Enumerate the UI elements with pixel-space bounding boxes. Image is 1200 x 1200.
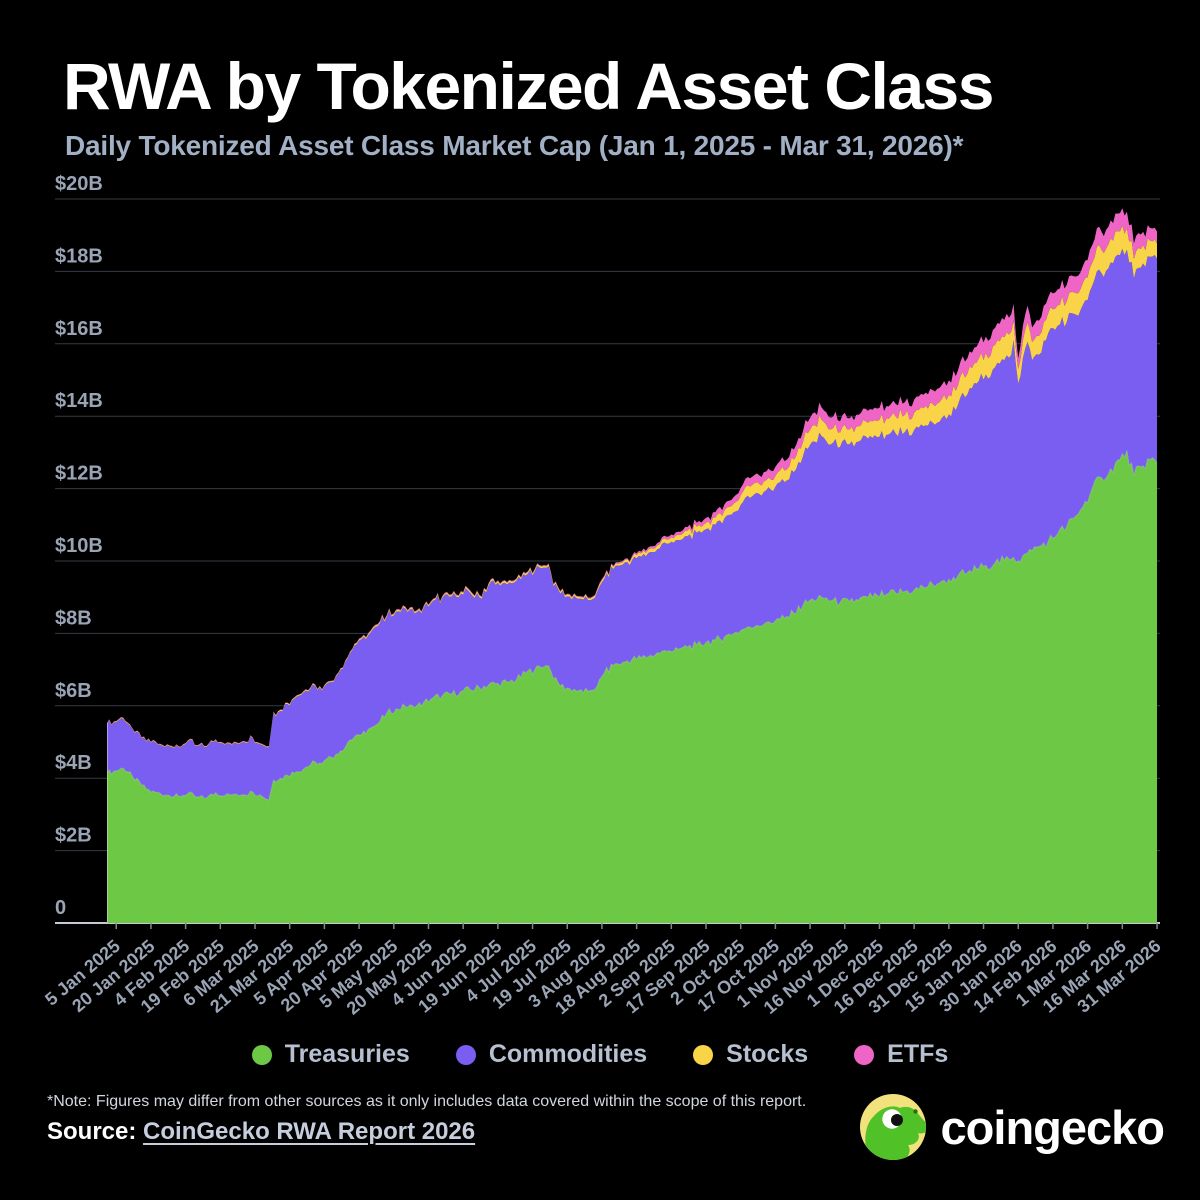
svg-text:$8B: $8B (55, 607, 92, 629)
svg-text:$2B: $2B (55, 825, 92, 847)
svg-text:$6B: $6B (55, 680, 92, 702)
coingecko-gecko-icon (859, 1094, 926, 1160)
legend-label: Treasuries (284, 1040, 410, 1068)
svg-text:$16B: $16B (55, 318, 103, 340)
svg-text:$14B: $14B (55, 390, 103, 412)
svg-text:$18B: $18B (55, 245, 103, 267)
coingecko-brand: coingecko (858, 1092, 1165, 1162)
chart-legend: Treasuries Commodities Stocks ETFs (0, 1040, 1200, 1069)
svg-text:0: 0 (55, 897, 66, 919)
source-label: Source: (47, 1118, 137, 1145)
source-link[interactable]: CoinGecko RWA Report 2026 (143, 1118, 476, 1145)
legend-label: ETFs (887, 1040, 949, 1068)
coingecko-wordmark: coingecko (940, 1100, 1165, 1154)
commodities-color-dot-icon (455, 1044, 476, 1065)
legend-item-commodities: Commodities (455, 1040, 648, 1069)
treasuries-color-dot-icon (251, 1044, 272, 1065)
legend-item-stocks: Stocks (693, 1040, 808, 1069)
svg-text:$12B: $12B (55, 463, 103, 485)
legend-label: Stocks (726, 1040, 809, 1068)
svg-text:$4B: $4B (55, 752, 92, 774)
legend-label: Commodities (488, 1040, 648, 1068)
svg-text:$20B: $20B (55, 173, 103, 195)
etfs-color-dot-icon (854, 1044, 875, 1065)
stocks-color-dot-icon (693, 1044, 714, 1065)
page-title: RWA by Tokenized Asset Class (63, 49, 994, 123)
page-subtitle: Daily Tokenized Asset Class Market Cap (… (65, 130, 964, 161)
footnote: *Note: Figures may differ from other sou… (47, 1093, 807, 1110)
legend-item-etfs: ETFs (854, 1040, 948, 1069)
svg-text:$10B: $10B (55, 535, 103, 557)
source-line: Source: CoinGecko RWA Report 2026 (47, 1118, 475, 1146)
legend-item-treasuries: Treasuries (251, 1040, 410, 1069)
